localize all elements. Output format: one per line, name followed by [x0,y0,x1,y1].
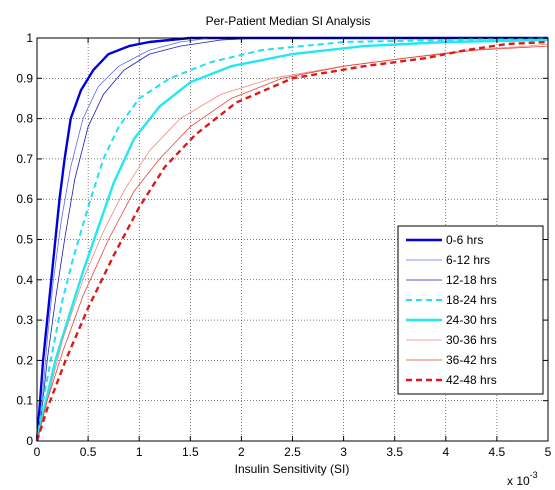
legend-entry: 12-18 hrs [446,273,497,287]
y-tick-label: 0.4 [16,273,33,287]
x-tick-label: 3 [340,445,347,459]
chart-title: Per-Patient Median SI Analysis [206,14,371,28]
legend-entry: 0-6 hrs [446,233,483,247]
series-line [36,43,549,442]
x-axis-multiplier-base: x 10 [507,474,530,488]
y-tick-label: 0.6 [16,192,33,206]
y-tick-label: 0.5 [16,233,33,247]
legend-entry: 24-30 hrs [446,313,497,327]
x-tick-label: 0.5 [80,445,97,459]
y-tick-label: 0.7 [16,152,33,166]
series-line [35,38,549,442]
x-axis-label: Insulin Sensitivity (SI) [235,462,350,476]
series-line [35,36,548,442]
ytick-labels: 0 0.1 0.2 0.3 0.4 0.5 0.6 0.7 0.8 0.9 1 [16,31,33,448]
x-axis-multiplier: x 10-3 [507,470,538,488]
x-tick-label: 0 [34,445,41,459]
series-line [36,37,549,442]
x-tick-label: 1.5 [182,445,199,459]
series-line [36,45,549,442]
y-tick-label: 0 [26,434,33,448]
series-line [36,37,548,442]
legend-entry: 6-12 hrs [446,253,490,267]
series-line [35,40,549,442]
legend-entry: 42-48 hrs [446,373,497,387]
legend-box [397,225,544,395]
y-tick-label: 0.3 [16,313,33,327]
series-layer [35,36,549,442]
x-tick-label: 4.5 [489,445,506,459]
x-tick-label: 5 [545,445,552,459]
y-tick-label: 0.9 [16,71,33,85]
x-tick-label: 1 [136,445,143,459]
series-line [36,37,548,442]
legend-entry: 30-36 hrs [446,333,497,347]
y-tick-label: 1 [26,31,33,45]
x-axis-multiplier-exponent: -3 [530,470,538,480]
x-tick-label: 4 [442,445,449,459]
x-tick-label: 2.5 [284,445,301,459]
y-tick-label: 0.1 [16,394,33,408]
legend-entry: 18-24 hrs [446,293,497,307]
y-tick-label: 0.8 [16,112,33,126]
ticks [36,37,549,442]
y-tick-label: 0.2 [16,353,33,367]
x-tick-label: 2 [238,445,245,459]
x-tick-label: 3.5 [386,445,403,459]
legend: 0-6 hrs 6-12 hrs 12-18 hrs 18-24 hrs 24-30 h… [397,225,544,395]
xtick-labels: 0 0.5 1 1.5 2 2.5 3 3.5 4 4.5 5 [34,445,552,459]
legend-entry: 36-42 hrs [446,353,497,367]
